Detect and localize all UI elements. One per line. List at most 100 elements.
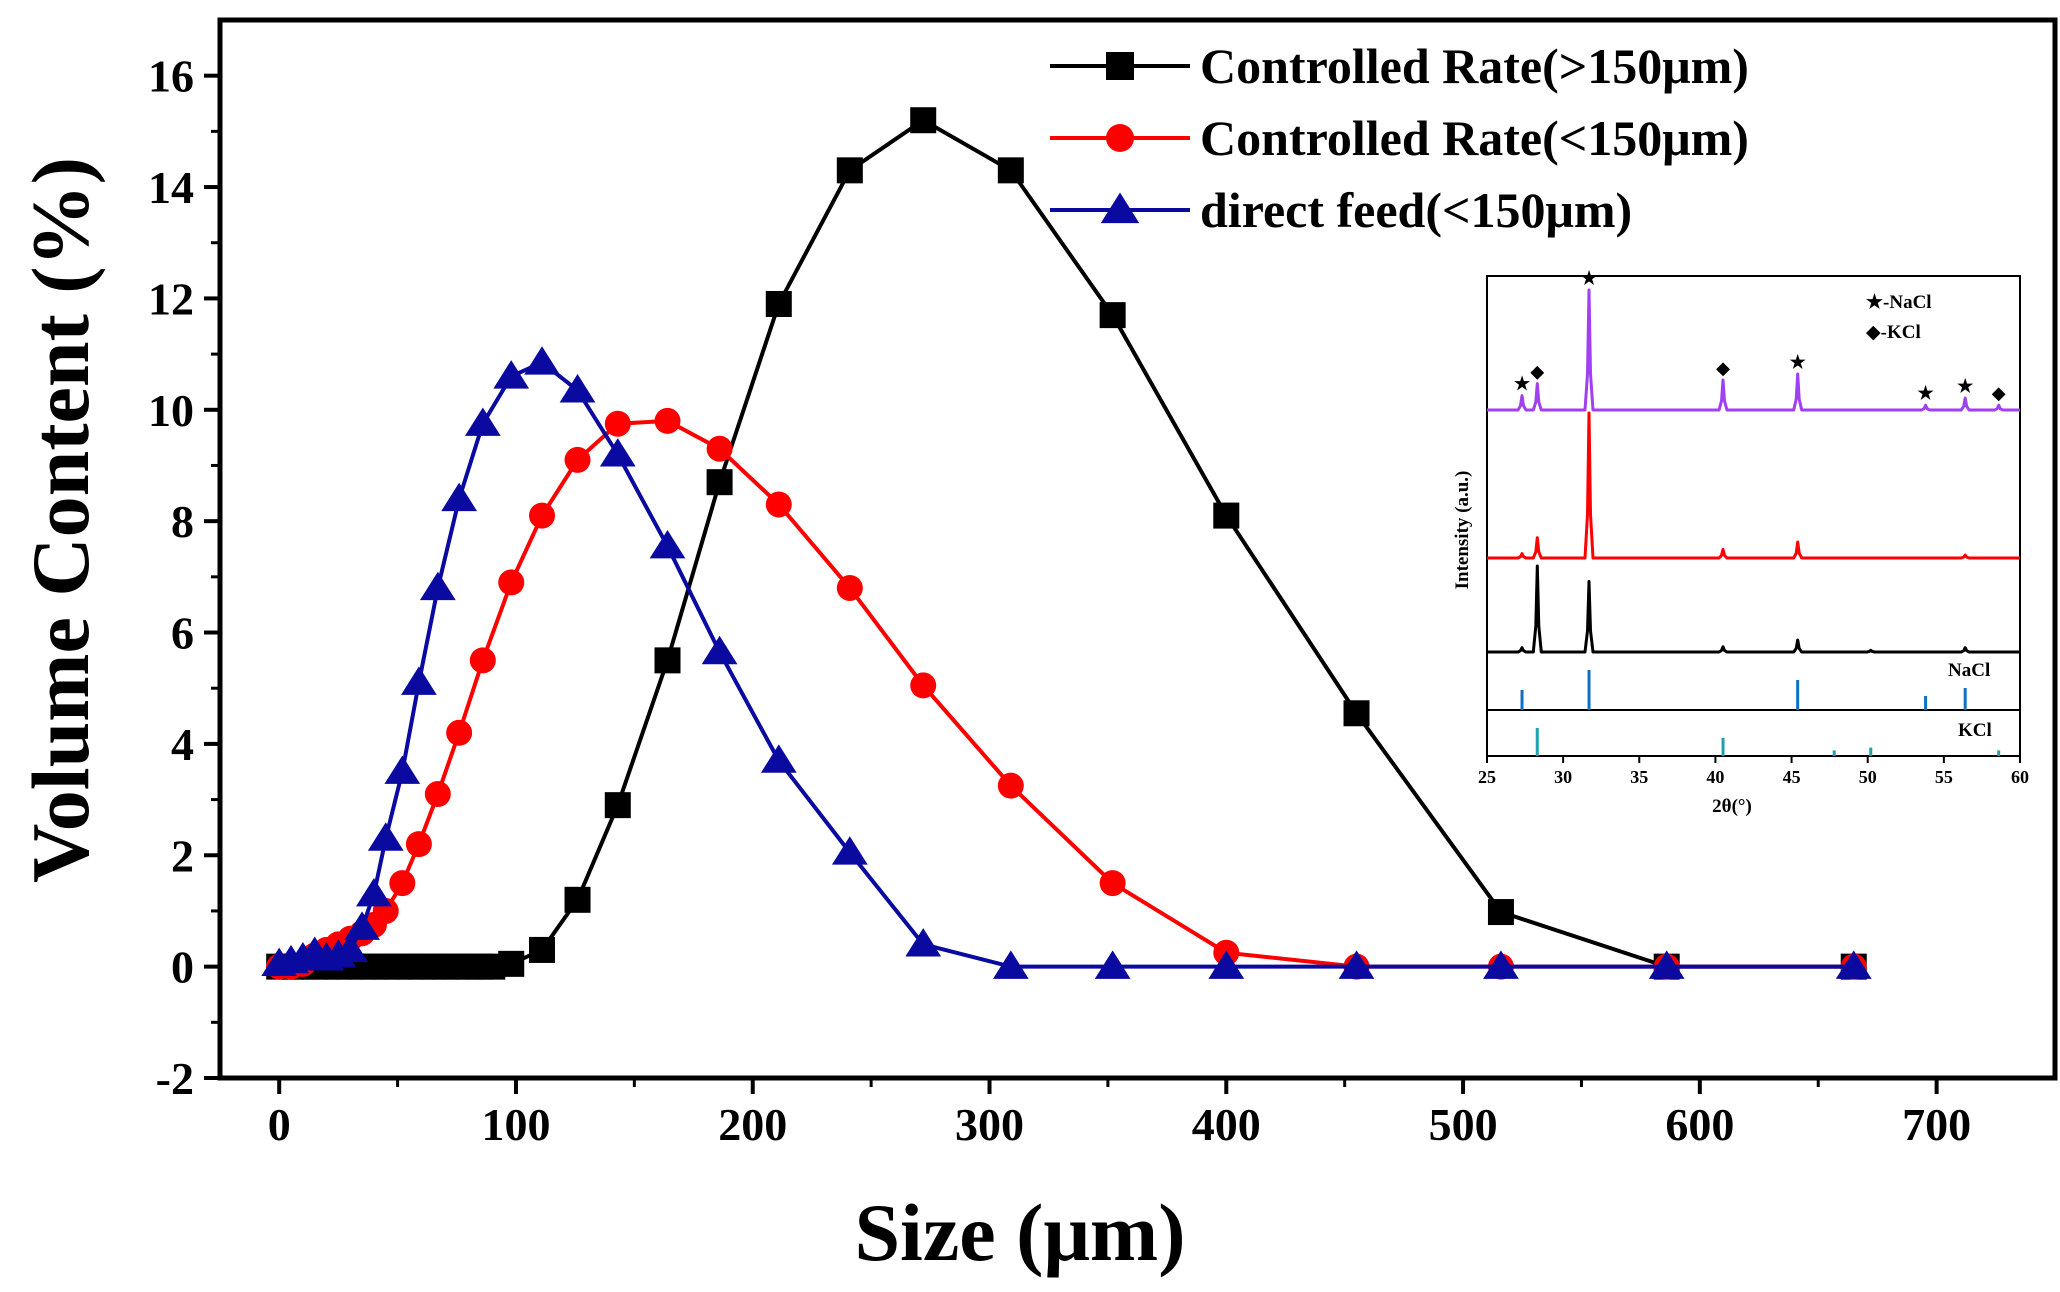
inset-peak-mark-0: ★ (1514, 374, 1531, 394)
data-point-1-19 (654, 407, 681, 434)
data-point-1-18 (604, 410, 631, 437)
inset-x-tick-label-6: 55 (1935, 767, 1953, 787)
legend-entry-1: Controlled Rate(<150μm) (1050, 110, 1749, 166)
inset-peak-mark-4: ★ (1790, 352, 1807, 372)
data-point-0-26 (836, 157, 863, 184)
main-series-layer (261, 107, 1872, 980)
data-point-1-22 (836, 574, 863, 601)
y-tick-label-4: 6 (171, 608, 194, 659)
data-point-2-27 (1338, 950, 1375, 979)
data-point-2-18 (599, 438, 636, 467)
data-point-2-24 (992, 950, 1029, 979)
inset-pattern-line-2 (1487, 564, 2020, 654)
legend-label-0: Controlled Rate(>150μm) (1200, 38, 1749, 94)
inset-pattern-0 (1487, 288, 2020, 412)
y-tick-label-2: 2 (171, 830, 194, 881)
data-point-2-8 (356, 877, 392, 907)
data-point-1-24 (997, 772, 1024, 799)
legend-marker-2 (1100, 192, 1140, 224)
inset-peak-mark-2: ★ (1581, 268, 1598, 288)
inset-ref-label-nacl: NaCl (1948, 660, 1990, 681)
data-point-2-29 (1648, 950, 1685, 979)
data-point-2-7 (344, 911, 380, 940)
inset-peak-mark-1: ◆ (1530, 362, 1544, 382)
data-point-0-23 (654, 647, 681, 674)
inset-pattern-line-0 (1487, 288, 2020, 412)
data-point-0-24 (706, 469, 733, 496)
inset-y-axis-title: Intensity (a.u.) (1452, 471, 1473, 590)
data-point-2-20 (701, 635, 738, 665)
legend: Controlled Rate(>150μm) Controlled Rate(<… (1050, 38, 1749, 238)
data-point-2-26 (1208, 950, 1245, 979)
inset-pattern-2 (1487, 564, 2020, 654)
data-point-2-28 (1483, 950, 1519, 979)
y-tick-label-6: 10 (148, 385, 194, 436)
main-axes: 0 100 200 300 400 500 600 700 -2 0 2 4 6 8 10 12 14 16 (148, 51, 1971, 1150)
inset-xrd-chart: 25 30 35 40 45 50 55 60 ★◆★◆ ★★ ★ ◆ ★-NaCl ◆-KCl N… (1452, 268, 2029, 817)
data-point-0-22 (604, 792, 631, 819)
x-tick-label-5: 500 (1429, 1099, 1498, 1150)
data-point-1-11 (405, 831, 432, 858)
y-tick-label-8: 14 (148, 162, 194, 213)
inset-peak-mark-6: ★ (1957, 376, 1974, 396)
x-tick-label-0: 0 (268, 1099, 291, 1150)
data-point-2-25 (1094, 950, 1131, 979)
data-point-2-10 (384, 755, 421, 784)
data-point-0-31 (1343, 700, 1370, 727)
data-point-0-19 (498, 950, 525, 977)
data-point-0-29 (1099, 302, 1126, 329)
data-point-1-23 (910, 672, 937, 699)
data-point-2-13 (441, 482, 478, 512)
data-point-0-21 (564, 886, 591, 913)
y-tick-label-7: 12 (148, 273, 194, 324)
legend-marker-1 (1106, 124, 1134, 152)
inset-x-tick-label-7: 60 (2011, 767, 2029, 787)
y-tick-label-3: 4 (171, 719, 194, 770)
inset-x-tick-label-5: 50 (1859, 767, 1877, 787)
data-point-2-21 (760, 744, 797, 773)
data-point-1-21 (765, 491, 792, 518)
inset-peak-mark-3: ◆ (1716, 358, 1730, 378)
data-point-2-30 (1835, 950, 1872, 979)
series-2 (261, 346, 1872, 979)
y-tick-label-0: -2 (156, 1053, 194, 1104)
inset-x-tick-label-4: 45 (1783, 767, 1801, 787)
data-point-2-11 (401, 666, 437, 695)
inset-legend-kcl: ◆-KCl (1866, 322, 1921, 343)
data-point-2-19 (649, 529, 686, 559)
legend-entry-2: direct feed(<150μm) (1050, 182, 1632, 238)
y-tick-label-5: 8 (171, 496, 194, 547)
y-tick-label-1: 0 (171, 942, 194, 993)
inset-legend-nacl: ★-NaCl (1866, 292, 1932, 313)
inset-peak-mark-5: ★ (1918, 383, 1935, 403)
inset-reference-1 (1535, 728, 2001, 756)
inset-background (1487, 276, 2020, 756)
x-tick-label-3: 300 (955, 1099, 1024, 1150)
data-point-2-14 (464, 407, 501, 436)
y-tick-label-9: 16 (148, 51, 194, 102)
x-tick-label-6: 600 (1665, 1099, 1734, 1150)
x-tick-label-2: 200 (718, 1099, 787, 1150)
inset-x-tick-label-0: 25 (1478, 767, 1496, 787)
inset-x-tick-label-1: 30 (1554, 767, 1572, 787)
x-axis-title: Size (μm) (854, 1187, 1185, 1278)
data-point-1-25 (1099, 870, 1126, 897)
inset-x-tick-label-2: 35 (1630, 767, 1648, 787)
legend-label-2: direct feed(<150μm) (1200, 182, 1632, 238)
legend-marker-0 (1106, 52, 1134, 80)
series-0 (266, 107, 1867, 980)
data-point-1-15 (498, 569, 525, 596)
inset-x-tick-label-3: 40 (1706, 767, 1724, 787)
inset-peak-mark-7: ◆ (1992, 383, 2006, 403)
data-point-2-17 (559, 374, 596, 403)
inset-plot-frame (1486, 275, 2021, 757)
data-point-0-30 (1213, 502, 1240, 529)
data-point-2-12 (419, 571, 456, 601)
main-plot-frame (217, 17, 2058, 1081)
data-point-0-32 (1487, 899, 1514, 926)
data-point-1-20 (706, 435, 733, 462)
data-point-2-6 (332, 933, 369, 963)
data-point-0-28 (997, 157, 1024, 184)
x-tick-label-1: 100 (481, 1099, 550, 1150)
